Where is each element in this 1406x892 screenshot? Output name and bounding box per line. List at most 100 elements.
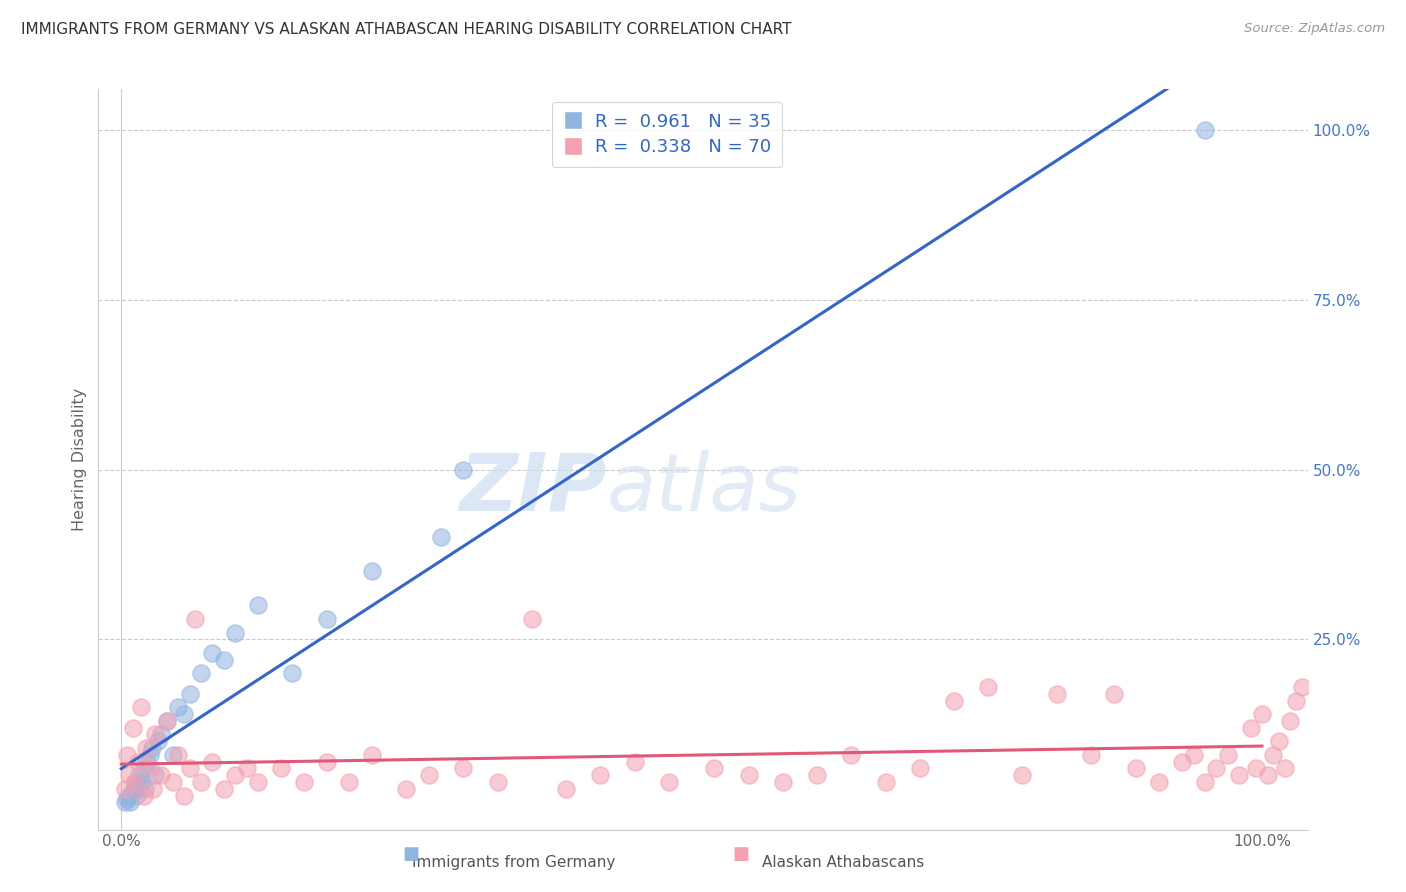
Point [1285, 693, 1308, 707]
Point [118, 789, 141, 803]
Text: ZIP: ZIP [458, 450, 606, 528]
Point [1102, 687, 1125, 701]
Point [337, 775, 360, 789]
Point [190, 666, 212, 681]
Point [658, 775, 681, 789]
Point [167, 700, 190, 714]
Point [212, 781, 235, 796]
Point [589, 768, 612, 782]
Point [150, 768, 173, 782]
Point [146, 734, 169, 748]
Point [315, 612, 337, 626]
Point [115, 747, 138, 762]
Point [135, 741, 157, 756]
Point [114, 781, 136, 796]
Point [127, 755, 149, 769]
Point [1125, 761, 1147, 775]
Point [429, 531, 451, 545]
Point [179, 761, 201, 775]
Point [1194, 775, 1216, 789]
Point [247, 599, 270, 613]
Point [131, 775, 153, 789]
Point [128, 768, 150, 782]
Point [1251, 707, 1274, 722]
Point [806, 768, 828, 782]
Point [1149, 775, 1171, 789]
Point [173, 707, 195, 722]
Point [1011, 768, 1033, 782]
Point [124, 775, 146, 789]
Point [361, 565, 384, 579]
Point [1244, 761, 1267, 775]
Point [118, 768, 141, 782]
Point [184, 612, 207, 626]
Point [224, 768, 246, 782]
Point [120, 796, 142, 810]
Point [1291, 680, 1313, 694]
Text: Alaskan Athabascans: Alaskan Athabascans [762, 855, 925, 870]
Point [1205, 761, 1227, 775]
Point [134, 781, 156, 796]
Point [121, 785, 143, 799]
Point [772, 775, 794, 789]
Point [224, 625, 246, 640]
Point [703, 761, 725, 775]
Point [977, 680, 1000, 694]
Point [122, 781, 145, 796]
Point [201, 755, 224, 769]
Text: IMMIGRANTS FROM GERMANY VS ALASKAN ATHABASCAN HEARING DISABILITY CORRELATION CHA: IMMIGRANTS FROM GERMANY VS ALASKAN ATHAB… [21, 22, 792, 37]
Point [1216, 747, 1239, 762]
Point [190, 775, 212, 789]
Point [292, 775, 315, 789]
Point [139, 747, 162, 762]
Point [235, 761, 257, 775]
Point [114, 796, 136, 810]
Legend: R =  0.961   N = 35, R =  0.338   N = 70: R = 0.961 N = 35, R = 0.338 N = 70 [551, 102, 782, 167]
Point [201, 646, 224, 660]
Text: ■: ■ [402, 846, 419, 863]
Point [141, 741, 163, 756]
Point [942, 693, 965, 707]
Point [247, 775, 270, 789]
Point [212, 653, 235, 667]
Point [1046, 687, 1069, 701]
Point [270, 761, 292, 775]
Point [1268, 734, 1291, 748]
Point [839, 747, 862, 762]
Point [281, 666, 304, 681]
Point [1194, 123, 1216, 137]
Point [145, 768, 167, 782]
Point [555, 781, 578, 796]
Point [1274, 761, 1296, 775]
Text: ■: ■ [733, 846, 749, 863]
Point [124, 775, 146, 789]
Point [162, 775, 184, 789]
Point [1263, 747, 1285, 762]
Point [875, 775, 897, 789]
Point [418, 768, 440, 782]
Point [142, 781, 165, 796]
Point [132, 789, 155, 803]
Point [150, 727, 173, 741]
Text: Source: ZipAtlas.com: Source: ZipAtlas.com [1244, 22, 1385, 36]
Point [315, 755, 337, 769]
Y-axis label: Hearing Disability: Hearing Disability [72, 388, 87, 531]
Text: Immigrants from Germany: Immigrants from Germany [412, 855, 614, 870]
Point [1171, 755, 1194, 769]
Point [453, 462, 475, 476]
Point [361, 747, 384, 762]
Point [132, 761, 155, 775]
Point [623, 755, 645, 769]
Point [136, 755, 159, 769]
Point [156, 714, 179, 728]
Point [908, 761, 931, 775]
Point [1257, 768, 1279, 782]
Point [1279, 714, 1302, 728]
Point [1182, 747, 1205, 762]
Point [125, 789, 148, 803]
Point [1227, 768, 1250, 782]
Point [520, 612, 543, 626]
Point [139, 761, 162, 775]
Point [145, 727, 167, 741]
Point [737, 768, 759, 782]
